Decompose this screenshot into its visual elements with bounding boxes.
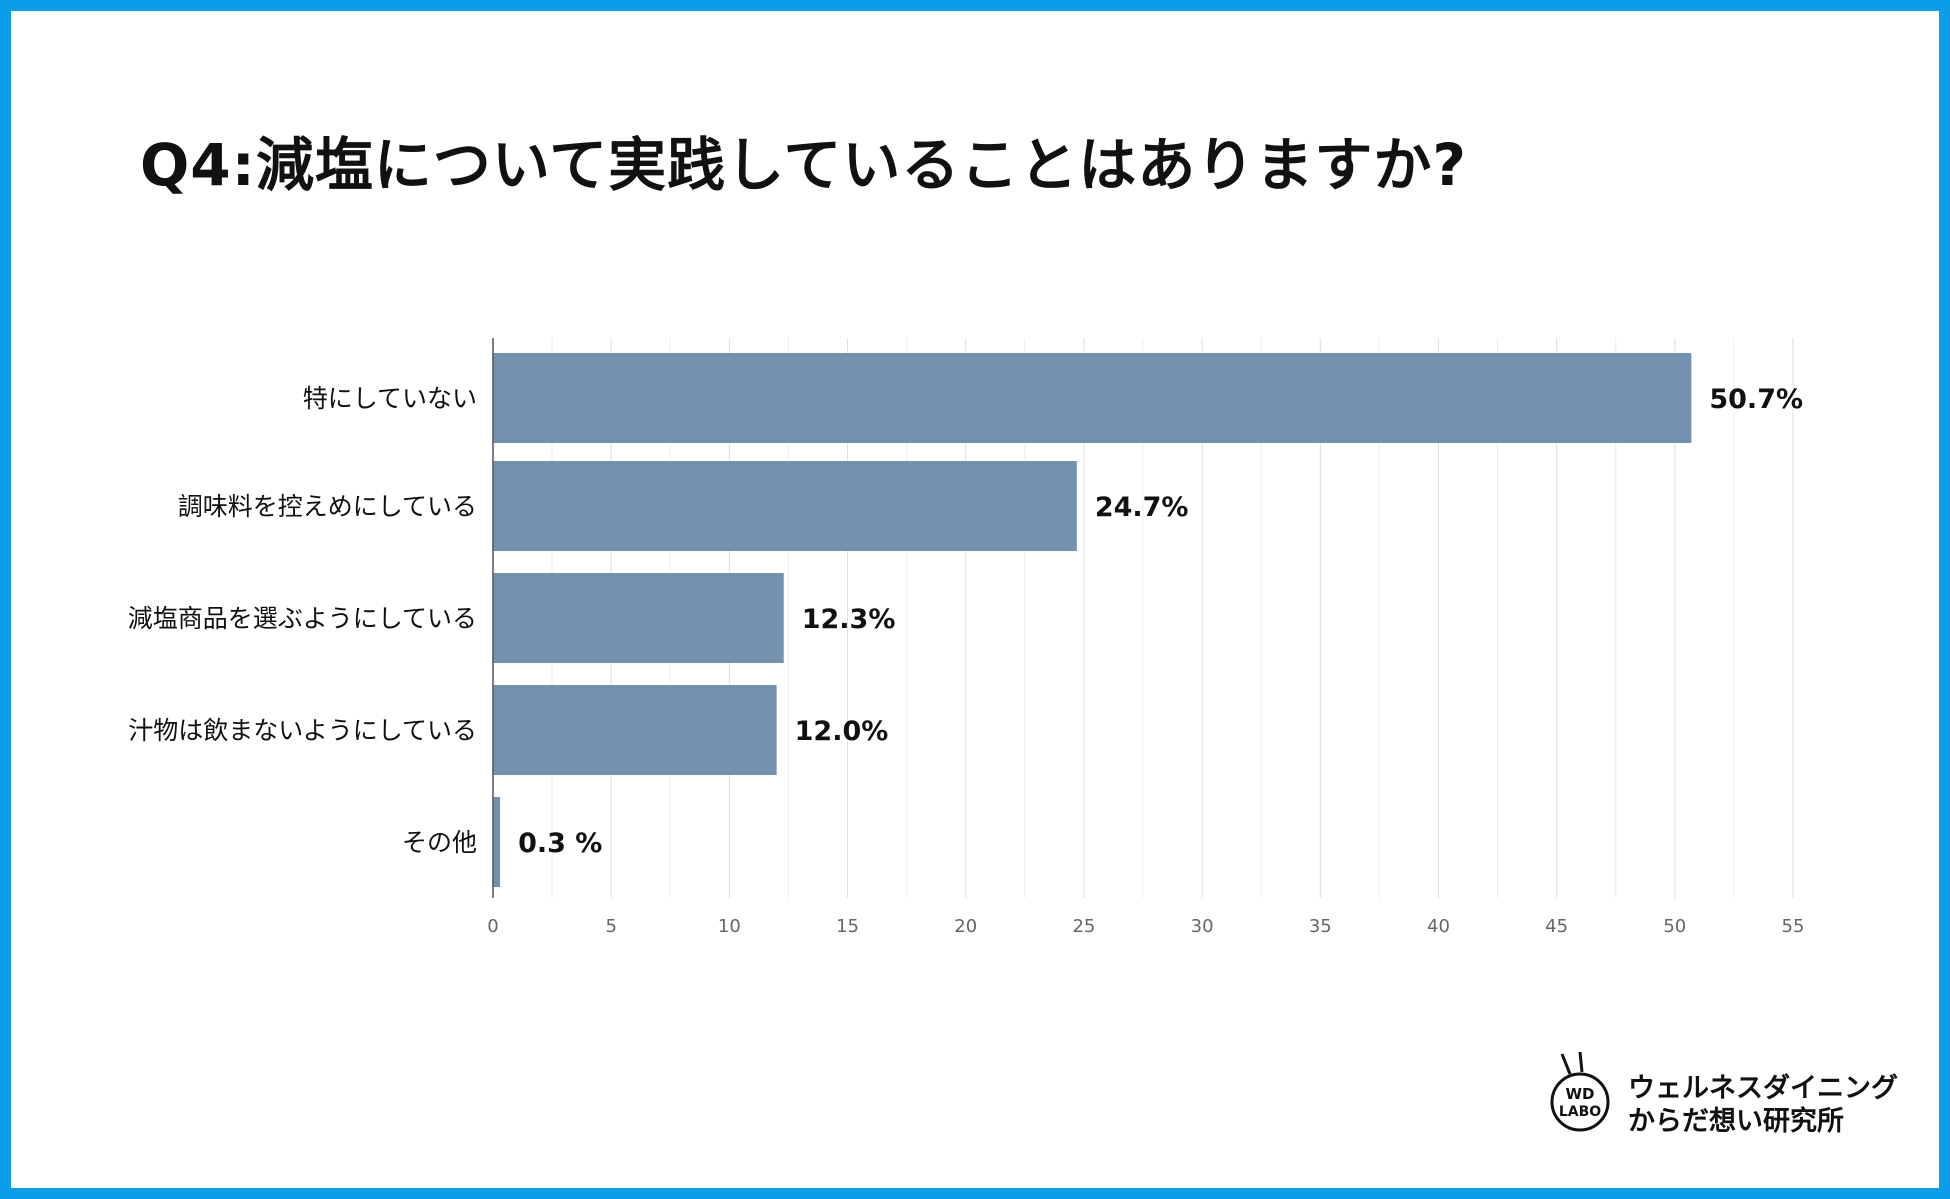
data-label: 0.3 % [518,828,602,859]
logo-name-line1: ウェルネスダイニング [1628,1073,1898,1104]
x-tick-label: 10 [718,916,741,937]
logo-name: ウェルネスダイニング からだ想い研究所 [1628,1072,1898,1138]
bar [493,797,501,887]
logo-badge-line1: WD [1566,1085,1595,1103]
x-tick-label: 25 [1072,916,1095,937]
bar [493,353,1692,443]
bar [493,461,1077,551]
logo-name-line2: からだ想い研究所 [1628,1106,1844,1137]
category-label: 減塩商品を選ぶようにしている [128,604,477,633]
x-tick-label: 0 [487,916,498,937]
category-label: 特にしていない [303,384,477,413]
x-tick-label: 55 [1782,916,1805,937]
category-label: 汁物は飲まないようにしている [128,716,477,745]
data-label: 12.3% [802,604,896,635]
bar [493,685,777,775]
chart-title: Q4:減塩について実践していることはありますか? [140,131,1468,199]
logo-badge-line2: LABO [1559,1104,1601,1120]
category-label: 調味料を控えめにしている [178,492,477,521]
data-label: 24.7% [1095,492,1189,523]
bar [493,573,784,663]
data-label: 50.7% [1709,384,1803,415]
x-tick-label: 5 [605,916,616,937]
category-label: その他 [402,828,477,857]
x-tick-label: 50 [1663,916,1686,937]
x-tick-label: 40 [1427,916,1450,937]
data-label: 12.0% [795,716,889,747]
x-tick-label: 35 [1309,916,1332,937]
x-tick-label: 15 [836,916,859,937]
x-tick-label: 30 [1191,916,1214,937]
wd-labo-logo: WD LABO [1550,1052,1610,1132]
x-tick-label: 45 [1545,916,1568,937]
x-tick-label: 20 [954,916,977,937]
